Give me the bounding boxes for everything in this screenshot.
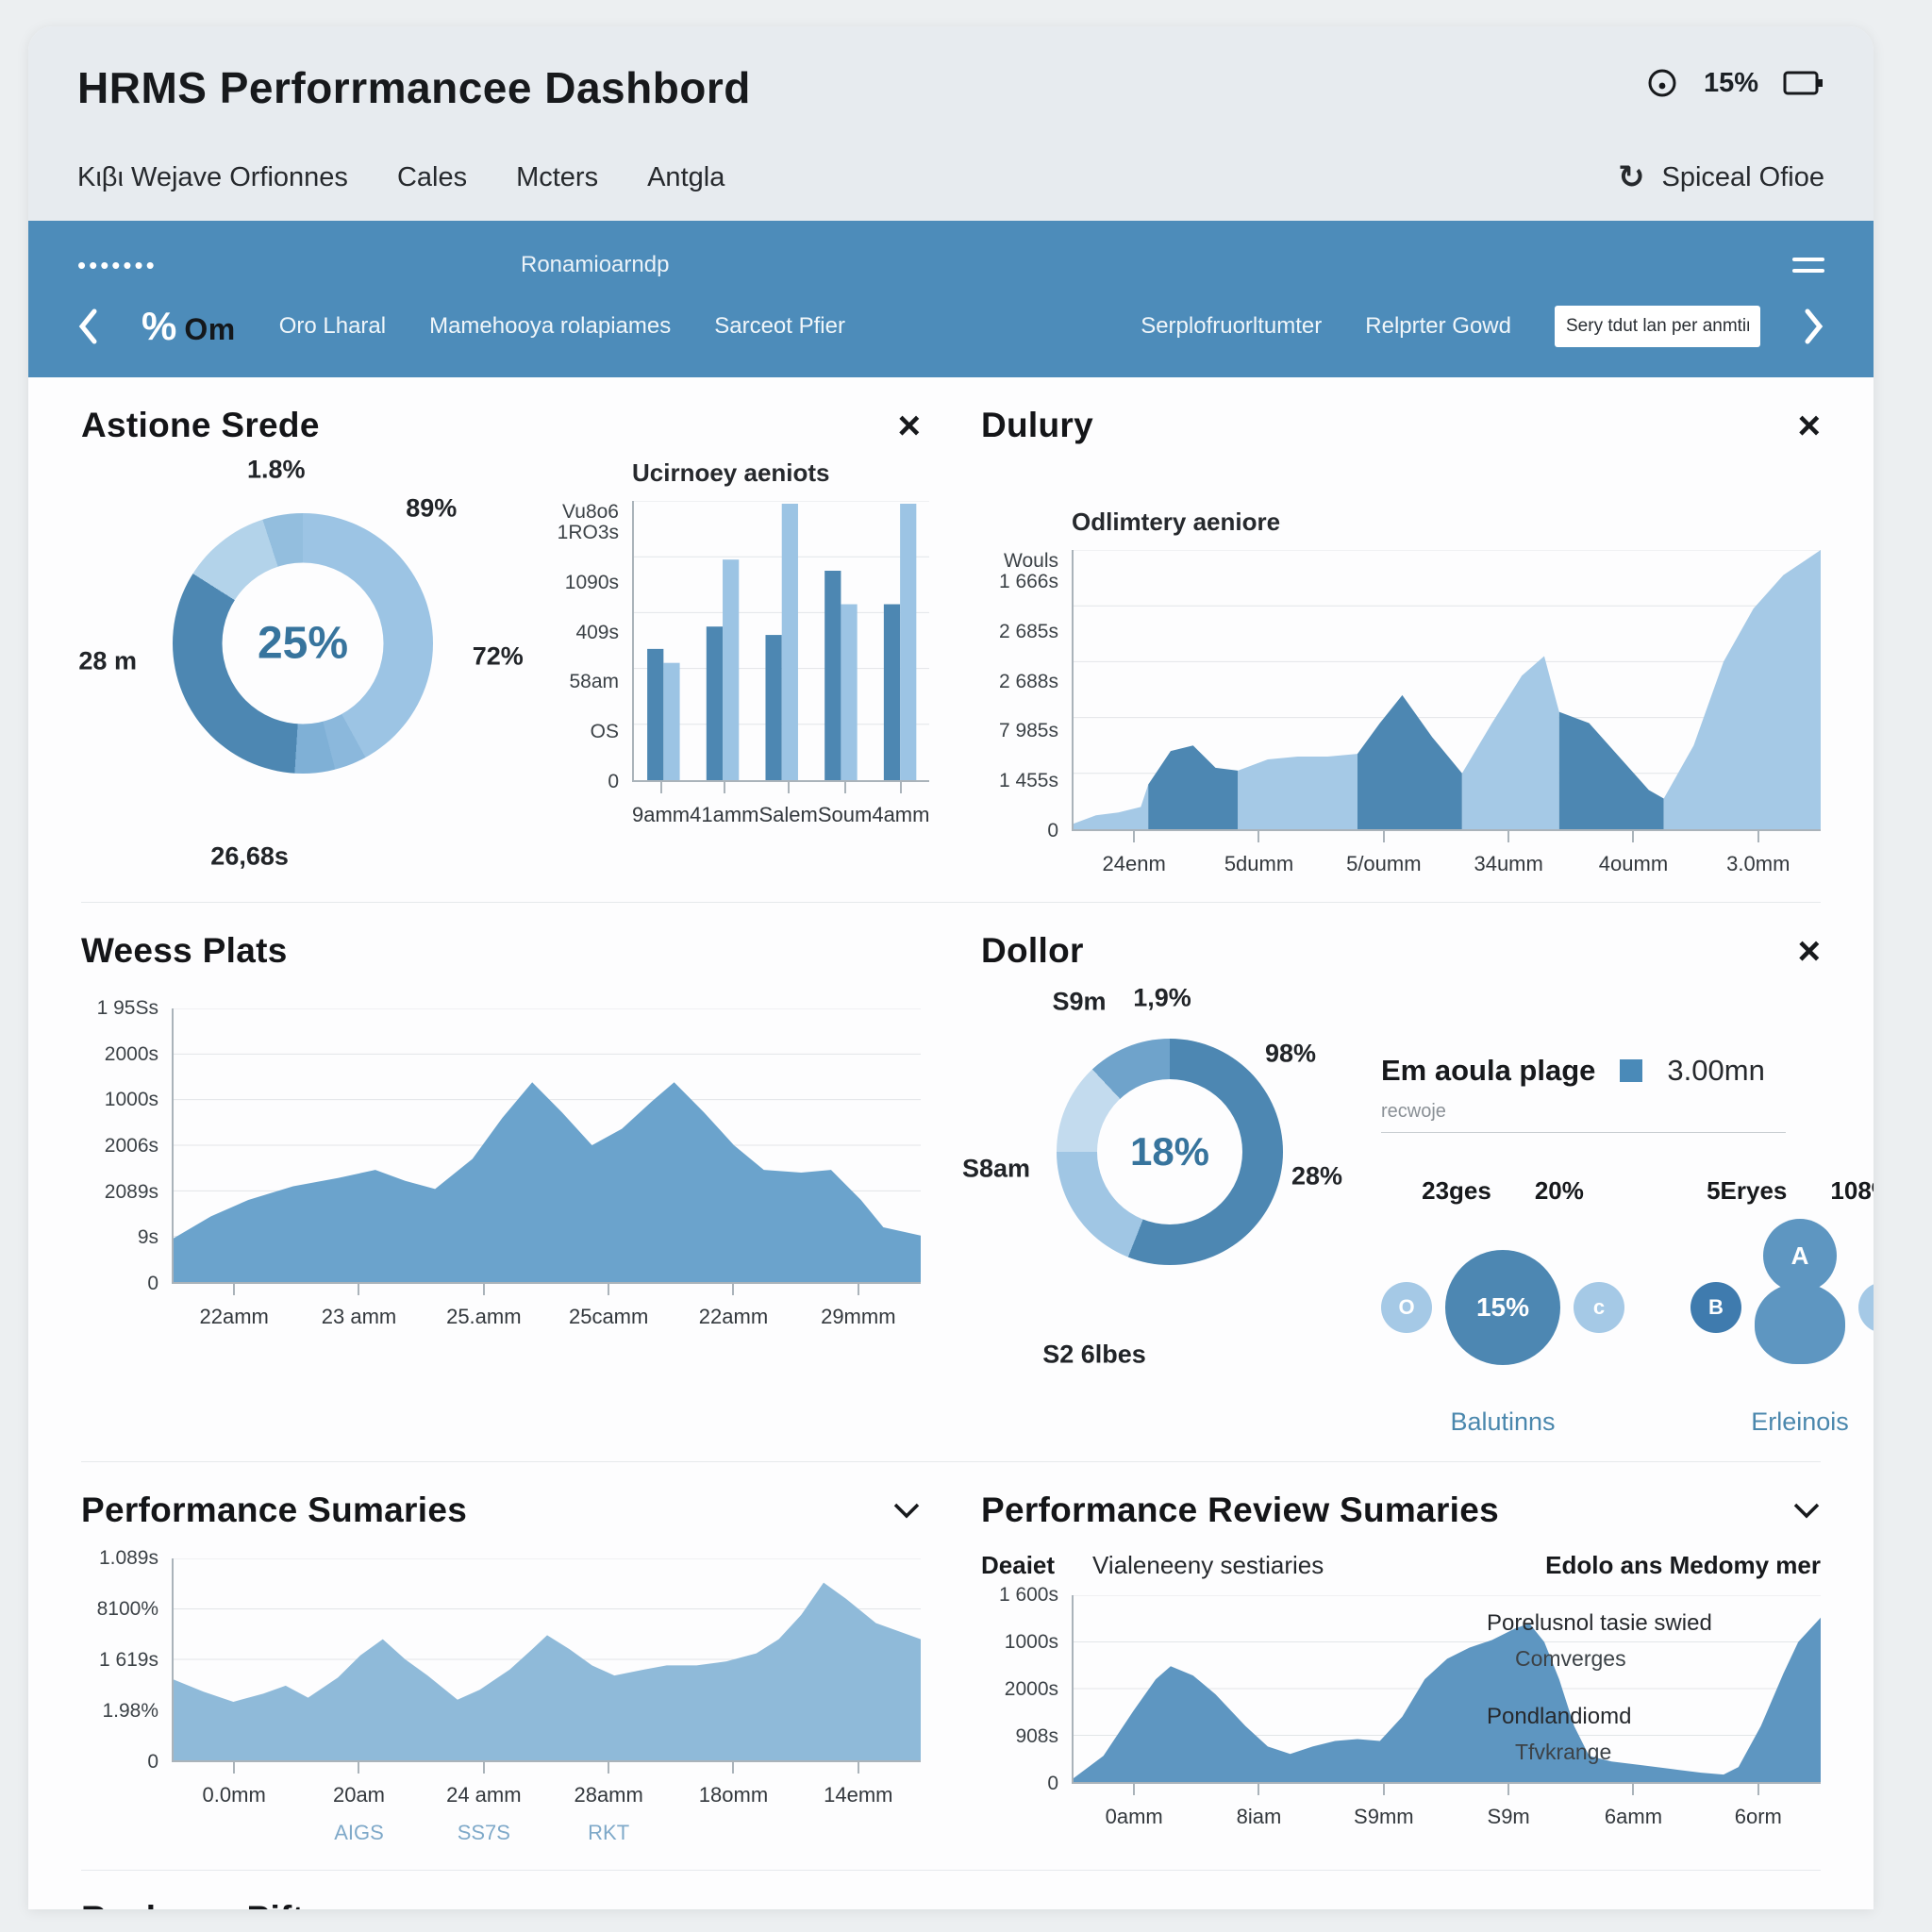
dashboard-content: Astione Srede × 25% 1.8% 89% 72% 28 m 26,68s … — [28, 377, 1874, 1909]
section-divider — [81, 1461, 1821, 1462]
main-nav: Kιβι Wejave Orfionnes Cales Mcters Antgl… — [77, 162, 724, 193]
panel-table: Emprnene Depoted ✶ Paies 50M017609197022… — [981, 1899, 1821, 1909]
legend-title: Pondlandiomd — [1487, 1704, 1632, 1729]
area-chart: 1 95Ss 2000s 1000s 2006s 2089s 9s 0 22amm 23 amm… — [81, 998, 921, 1329]
grouped-bar-chart: Ucirnoey aeniots Vu8o6 1RO3s 1090s 409s 58am O… — [557, 458, 930, 826]
toolbar-item[interactable]: Mamehooya rolapiames — [429, 313, 672, 339]
search-input[interactable] — [1555, 306, 1760, 347]
nav-item[interactable]: Mcters — [516, 161, 599, 192]
panel-title: Weess Plats — [81, 931, 288, 970]
row-1: Astione Srede × 25% 1.8% 89% 72% 28 m 26,68s … — [72, 377, 1830, 902]
toolbar: ••••••• Ronamioarndp % Om Oro Lharal Mame… — [28, 221, 1874, 377]
panel-title: Raslovee Pifts — [81, 1899, 324, 1909]
sync-label: Spiceal Ofioe — [1661, 161, 1825, 192]
bubble: ◎ — [1858, 1282, 1874, 1333]
area-chart: 1.089s 8100% 1 619s 1.98% 0 0.0mm 20am AIGS 24 a… — [81, 1548, 921, 1845]
toolbar-item[interactable]: Oro Lharal — [278, 313, 387, 339]
bubble: c — [1574, 1282, 1624, 1333]
donut-chart: 25% 1.8% 89% 72% 28 m 26,68s — [78, 455, 524, 871]
close-icon[interactable]: × — [897, 403, 921, 447]
stat-label: 5Eryes — [1707, 1176, 1788, 1205]
menu-icon[interactable] — [1792, 258, 1824, 273]
forward-chevron-icon[interactable] — [1804, 308, 1824, 345]
bubble: O — [1381, 1282, 1432, 1333]
nav-item[interactable]: Cales — [396, 161, 468, 192]
nav-item[interactable]: Antgla — [647, 161, 725, 192]
section-divider — [81, 902, 1821, 903]
bubble-main: 15% — [1445, 1250, 1560, 1365]
divider — [1381, 1132, 1786, 1133]
row-3: Performance Sumaries 1.089s 8100% 1 619s 1.… — [72, 1462, 1830, 1870]
panel-weess-plats: Weess Plats 1 95Ss 2000s 1000s 2006s 2089s 9s… — [81, 931, 921, 1437]
legend-subtext: recwoje — [1381, 1101, 1446, 1122]
panel-performance-sumaries: Performance Sumaries 1.089s 8100% 1 619s 1.… — [81, 1491, 921, 1845]
row-2: Weess Plats 1 95Ss 2000s 1000s 2006s 2089s 9s… — [72, 903, 1874, 1461]
legend-title: Em aoula plage — [1381, 1054, 1596, 1087]
bubble-group-erleinois: 5Eryes 108% B A — [1690, 1176, 1874, 1437]
row-4: Raslovee Pifts 1 0nns29ms280605 3elm6amm… — [72, 1871, 1830, 1909]
close-icon[interactable]: × — [1797, 928, 1821, 973]
pagination-dots[interactable]: ••••••• — [77, 250, 158, 279]
legend-square-icon — [1487, 1743, 1504, 1761]
status-circle-icon — [1645, 66, 1679, 100]
panel-dollor: Dollor × 18% S9m 1,9% 98% 28% S8am S2 6lbes Em… — [961, 928, 1874, 1437]
battery-percentage: 15% — [1703, 67, 1758, 98]
toolbar-item[interactable]: Sarceot Pfier — [714, 313, 845, 339]
person-bubble-icon: A — [1755, 1219, 1845, 1364]
sync-control[interactable]: ↻ Spiceal Ofioe — [1618, 158, 1824, 196]
legend-title: Porelusnol tasie swied — [1487, 1610, 1712, 1636]
donut-chart: 18% S9m 1,9% 98% 28% S8am S2 6lbes — [961, 983, 1343, 1369]
legend-square-icon — [1487, 1650, 1504, 1668]
area-chart: 1 600s 1000s 2000s 908s 0 0amm 8iam S9mm S9m 6amm… — [981, 1585, 1821, 1829]
legend-item-label: Tfvkrange — [1515, 1740, 1612, 1764]
collapse-chevron-icon[interactable] — [1792, 1502, 1821, 1519]
nav-item[interactable]: Kιβι Wejave Orfionnes — [77, 161, 348, 192]
chart-legend: Porelusnol tasie swied Comverges Pondlan… — [1487, 1610, 1815, 1797]
collapse-chevron-icon[interactable] — [892, 1502, 921, 1519]
refresh-icon[interactable]: ↻ — [1618, 159, 1645, 195]
panel-title: Performance Review Sumaries — [981, 1491, 1499, 1529]
close-icon[interactable]: × — [1797, 403, 1821, 447]
section-divider — [81, 1870, 1821, 1871]
panel-raslovee-pifts: Raslovee Pifts 1 0nns29ms280605 3elm6amm… — [81, 1899, 921, 1909]
subhead-label: Edolo ans Medomy mer — [1545, 1551, 1821, 1579]
legend-value: 3.00mn — [1667, 1054, 1765, 1087]
panel-title: Performance Sumaries — [81, 1491, 468, 1529]
legend-item-label: Comverges — [1515, 1646, 1626, 1671]
app-header: HRMS Perforrmancee Dashbord 15% Kιβι Wej… — [28, 26, 1874, 221]
stat-percent: 108% — [1830, 1176, 1874, 1205]
back-chevron-icon[interactable] — [77, 308, 98, 345]
bubble-group-balutinns: 23ges 20% O 15% c Balutinns — [1381, 1176, 1624, 1437]
toolbar-center-label: Ronamioarndp — [521, 252, 670, 277]
panel-astione-srede: Astione Srede × 25% 1.8% 89% 72% 28 m 26,68s … — [78, 403, 930, 877]
panel-dulury: Dulury × Odlimtery aeniore Wouls 1 666s 2 6… — [981, 406, 1821, 877]
panel-title: Dollor — [981, 931, 1084, 970]
stat-percent: 20% — [1534, 1176, 1584, 1205]
stat-label: 23ges — [1422, 1176, 1491, 1205]
bubble-caption: Erleinois — [1751, 1407, 1849, 1436]
subhead-label: Deaiet — [981, 1551, 1056, 1579]
bubble: B — [1690, 1282, 1741, 1333]
page-title: HRMS Perforrmancee Dashbord — [77, 63, 751, 112]
toolbar-item[interactable]: Relprter Gowd — [1365, 313, 1511, 339]
percent-metric: % Om — [142, 304, 236, 348]
app-window: HRMS Perforrmancee Dashbord 15% Kιβι Wej… — [28, 26, 1874, 1909]
subhead-label: Vialeneeny sestiaries — [1092, 1551, 1324, 1579]
toolbar-item[interactable]: Serplofruorltumter — [1141, 313, 1323, 339]
banded-area-chart: Odlimtery aeniore Wouls 1 666s 2 685s 2 688s… — [981, 508, 1821, 876]
legend-square-icon — [1620, 1059, 1643, 1082]
panel-title: Dulury — [981, 406, 1093, 444]
panel-title: Astione Srede — [81, 406, 320, 444]
battery-icon — [1783, 69, 1824, 97]
panel-performance-review-sumaries: Performance Review Sumaries Deaiet Viale… — [981, 1491, 1821, 1845]
bubble-caption: Balutinns — [1450, 1407, 1556, 1436]
